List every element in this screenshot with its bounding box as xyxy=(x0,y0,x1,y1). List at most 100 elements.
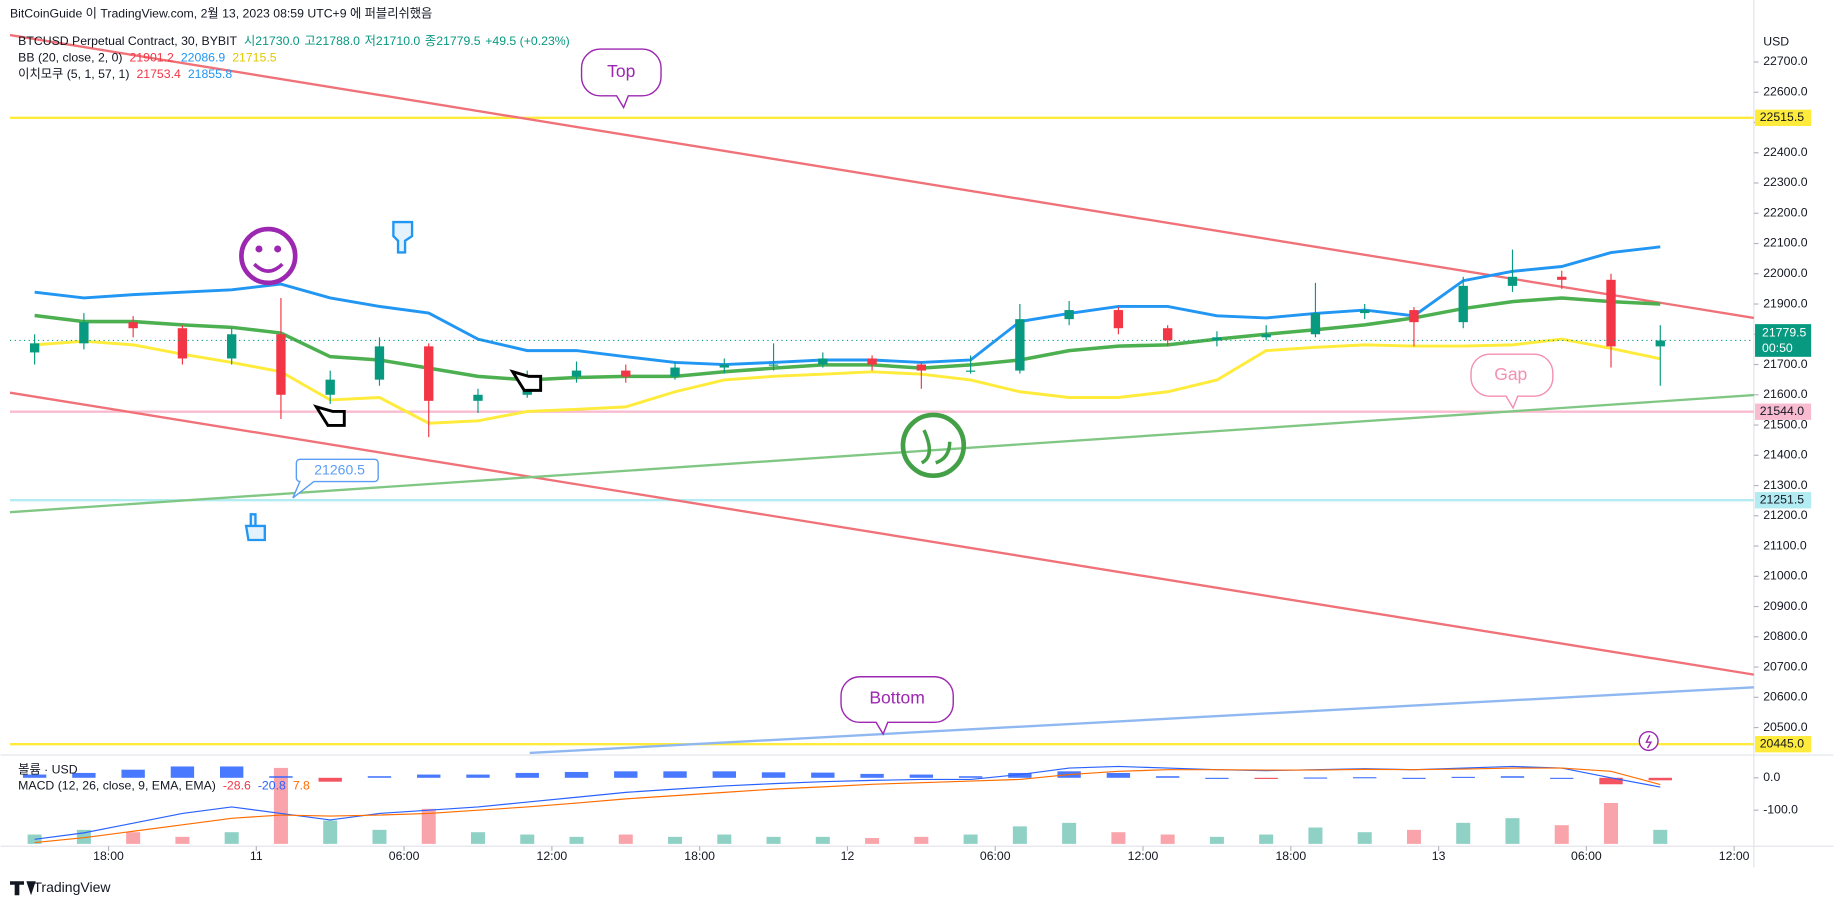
x-tick-label: 11 xyxy=(250,849,263,863)
y-tick-label: 20700.0 xyxy=(1763,659,1808,673)
macd-hist-bar xyxy=(72,772,96,778)
volume-bar xyxy=(1357,832,1372,844)
smiley-icon xyxy=(239,226,298,286)
callout-text: Bottom xyxy=(869,688,925,708)
hand-icon xyxy=(244,513,266,542)
volume-bar xyxy=(815,836,830,844)
trend-line xyxy=(9,391,1755,676)
candle-body xyxy=(473,394,483,401)
y-tick-label: 20800.0 xyxy=(1763,629,1808,643)
volume-bar xyxy=(126,832,141,844)
macd-hist-bar xyxy=(417,774,441,778)
face-icon xyxy=(900,412,967,479)
x-tick-label: 12:00 xyxy=(537,849,568,863)
face-detail xyxy=(920,429,952,465)
macd-hist-bar xyxy=(219,766,244,778)
y-tick-label: 21400.0 xyxy=(1763,448,1808,462)
candle-body xyxy=(1113,310,1124,329)
y-tick-label: 22400.0 xyxy=(1763,145,1808,159)
candle-body xyxy=(768,364,779,366)
volume-bar xyxy=(1554,825,1569,844)
volume-bar xyxy=(569,836,584,844)
event-icon[interactable] xyxy=(1638,730,1659,752)
volume-bar xyxy=(175,836,190,844)
callout-gap[interactable] xyxy=(1470,353,1554,410)
smiley-mouth xyxy=(253,262,284,273)
logo xyxy=(10,881,36,896)
macd-hist-bar xyxy=(1303,777,1328,779)
candle-body xyxy=(424,346,434,401)
candle-body xyxy=(719,364,729,368)
volume-bar xyxy=(421,808,436,844)
y-tick-label: 21300.0 xyxy=(1763,478,1808,492)
x-tick-label: 06:00 xyxy=(389,849,420,863)
candle-body xyxy=(571,370,582,377)
indicator-value: 21901.2 xyxy=(130,51,175,65)
x-tick-label: 12:00 xyxy=(1128,849,1159,863)
x-tick-label: 18:00 xyxy=(684,849,715,863)
candle-body xyxy=(1507,276,1518,286)
signal-value: -20.8 xyxy=(258,779,286,793)
hand-icon xyxy=(312,404,346,427)
candle-body xyxy=(1655,340,1665,347)
x-tick-label: 06:00 xyxy=(1571,849,1602,863)
signal-line xyxy=(34,767,1661,844)
candle-body xyxy=(621,370,631,377)
candle-body xyxy=(276,334,286,395)
macd-hist-bar xyxy=(1008,772,1032,778)
ohlc-close: 종21779.5 xyxy=(425,34,481,48)
macd-hist-bar xyxy=(1106,772,1131,778)
volume-bar xyxy=(1406,829,1421,844)
volume-bar xyxy=(520,834,535,844)
trend-line xyxy=(9,33,1755,320)
candle-body xyxy=(177,328,188,359)
footer-brand: TradingView xyxy=(33,879,111,895)
candle-body xyxy=(1409,310,1419,323)
macd-hist-bar xyxy=(761,772,786,778)
countdown-label: 00:50 xyxy=(1762,341,1793,355)
x-tick-label: 13 xyxy=(1432,849,1446,863)
candle-body xyxy=(818,358,828,365)
volume-bar xyxy=(1012,826,1027,844)
y-tick-label: 21200.0 xyxy=(1763,508,1808,522)
candle-body xyxy=(1360,310,1370,314)
macd-hist-bar xyxy=(170,766,195,778)
bb-lower xyxy=(34,337,1661,425)
ohlc-high: 고21788.0 xyxy=(304,34,360,48)
callout-text: 21260.5 xyxy=(314,462,365,478)
callout-price[interactable] xyxy=(292,458,379,499)
volume-bar xyxy=(1456,822,1471,844)
candle-body xyxy=(227,334,237,359)
volume-bar xyxy=(618,834,633,844)
macd-hist-bar xyxy=(1500,776,1525,778)
y-tick-label: 21000.0 xyxy=(1763,569,1808,583)
volume-bar xyxy=(470,832,486,844)
volume-bar xyxy=(1209,836,1224,844)
hist-value: 7.8 xyxy=(293,779,310,793)
candle-body xyxy=(867,358,877,365)
symbol: BTCUSD Perpetual Contract, 30, BYBIT xyxy=(18,34,237,48)
y-tick-label: 0.0 xyxy=(1763,770,1780,784)
candle-body xyxy=(325,379,335,395)
indicator-value: 21753.4 xyxy=(136,67,181,81)
callout-top[interactable] xyxy=(580,48,662,110)
price-tag xyxy=(1755,492,1812,509)
volume-bar xyxy=(372,829,387,844)
macd-hist-bar xyxy=(909,774,934,778)
macd-hist-bar xyxy=(1599,777,1623,785)
y-tick-label: 22300.0 xyxy=(1763,175,1808,189)
y-tick-label: 21100.0 xyxy=(1763,538,1807,552)
y-tick-label: 22600.0 xyxy=(1763,84,1808,98)
callouts: Top Bottom Gap 21260.5 xyxy=(292,48,1554,736)
y-tick-label: 22100.0 xyxy=(1763,236,1808,250)
macd-hist-bar xyxy=(712,771,736,778)
volume-bar xyxy=(766,836,781,844)
y-tick-label: 22000.0 xyxy=(1763,266,1808,280)
macd-hist-bar xyxy=(1402,777,1426,779)
macd-hist-bar xyxy=(860,773,884,778)
y-tick-label: 20500.0 xyxy=(1763,720,1808,734)
macd-hist-bar xyxy=(269,776,293,778)
callout-bottom[interactable] xyxy=(840,676,954,736)
